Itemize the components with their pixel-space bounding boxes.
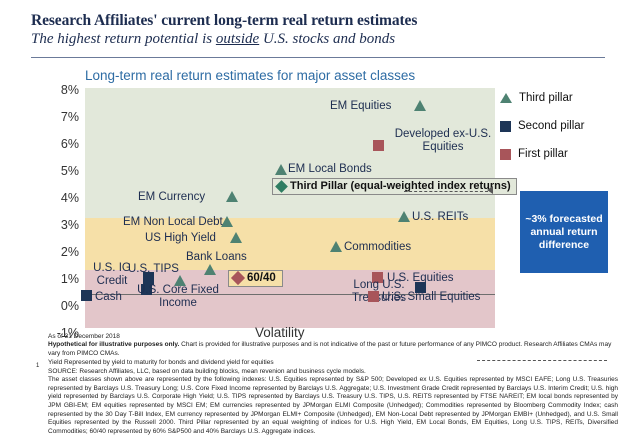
point-marker-em-non-local-debt[interactable] [221,216,233,227]
y-tick: 8% [60,83,79,97]
hypothetical-disclaimer: Hypothetical for illustrative purposes o… [48,341,618,358]
point-marker-us-ig-credit[interactable] [143,272,154,285]
third-pillar-callout-label: Third Pillar (equal-weighted index retur… [290,180,511,192]
y-tick: 2% [60,245,79,259]
point-marker-commodities[interactable] [330,241,342,252]
point-marker-em-currency[interactable] [226,191,238,202]
legend-label: Second pillar [518,120,585,132]
difference-connector-bottom [477,360,607,361]
square-icon [500,120,511,132]
page-subtitle: The highest return potential is outside … [31,31,611,48]
point-marker-em-local-bonds[interactable] [275,164,287,175]
point-marker-us-tips[interactable] [174,275,186,286]
legend-item-third-pillar[interactable]: Third pillar [500,92,584,104]
page-title: Research Affiliates' current long-term r… [31,12,418,29]
point-marker-us-core-fixed-income[interactable] [141,284,152,295]
point-label-cash: Cash [95,291,122,303]
sixty-forty-badge[interactable]: 60/40 [228,270,283,287]
point-label-us-high-yield: US High Yield [145,232,216,244]
x-axis-title: Volatility [255,325,305,340]
footnote-marker: 1 [36,363,40,369]
point-label-em-currency: EM Currency [138,191,206,203]
point-label-em-non-local-debt: EM Non Local Debt [123,216,223,228]
hypothetical-rest: Chart is provided for illustrative purpo… [48,341,612,357]
diamond-icon [230,270,246,286]
y-tick: 0% [60,299,79,313]
point-marker-us-equities[interactable] [372,272,383,283]
point-label-em-local-bonds: EM Local Bonds [288,163,372,175]
y-tick: 7% [60,110,79,124]
point-label-us-ig-credit: U.S. IG Credit [93,262,131,287]
legend-label: Third pillar [519,92,573,104]
subtitle-pre: The highest return potential is [31,31,216,47]
source-note: SOURCE: Research Affiliates, LLC, based … [48,367,366,375]
point-label-long-us-treasuries: Long U.S. Treasuries [352,279,406,304]
square-icon [500,148,511,160]
point-marker-bank-loans[interactable] [204,264,216,275]
point-label-developed-ex-us-equities: Developed ex-U.S. Equities [394,128,492,153]
y-tick: 4% [60,191,79,205]
x-axis-line [85,294,495,296]
difference-connector-top [404,191,488,192]
forecast-difference-box: ~3% forecasted annual return difference [520,191,608,273]
point-label-us-tips: U.S. TIPS [128,263,179,275]
point-label-em-equities: EM Equities [330,100,392,112]
third-pillar-band [85,88,495,218]
chart-heading: Long-term real return estimates for majo… [85,68,416,83]
as-of-date: As of 31 December 2018 [48,333,120,340]
point-label-commodities: Commodities [344,241,412,253]
plot-area: EM Equities Developed ex-U.S. Equities EM… [81,88,607,361]
y-tick: -1% [56,326,79,340]
point-label-us-reits: U.S. REITs [412,211,469,223]
indexes-note: The asset classes shown above are repres… [48,376,618,435]
point-label-bank-loans: Bank Loans [186,251,247,263]
y-tick: 5% [60,164,79,178]
header-divider [31,57,605,58]
triangle-up-icon [500,93,512,103]
diamond-icon [275,179,288,193]
legend-item-first-pillar[interactable]: First pillar [500,148,584,160]
subtitle-emphasis: outside [215,31,260,47]
point-marker-developed-ex-us-equities[interactable] [373,140,384,151]
y-tick: 6% [60,137,79,151]
point-marker-long-us-treasuries[interactable] [415,282,426,293]
point-label-us-core-fixed-income: U.S. Core Fixed Income [137,284,219,309]
point-marker-us-high-yield[interactable] [230,232,242,243]
point-marker-us-small-equities[interactable] [368,291,379,302]
point-marker-us-reits[interactable] [398,211,410,222]
hypothetical-bold: Hypothetical for illustrative purposes o… [48,341,180,348]
yield-note: Yield Represented by yield to maturity f… [48,359,274,366]
y-tick: 1% [60,272,79,286]
y-axis-ticks: 8% 7% 6% 5% 4% 3% 2% 1% 0% -1% [45,83,79,340]
y-tick: 3% [60,218,79,232]
footnotes: As of 31 December 2018 Hypothetical for … [48,333,618,436]
point-label-us-small-equities: U.S. Small Equities [382,291,481,303]
point-marker-cash[interactable] [81,290,92,301]
point-marker-em-equities[interactable] [414,100,426,111]
point-label-us-equities: U.S. Equities [387,272,454,284]
arrow-left-icon [487,186,493,194]
subtitle-post: U.S. stocks and bonds [259,31,396,47]
third-pillar-callout[interactable]: Third Pillar (equal-weighted index retur… [272,178,517,195]
legend-label: First pillar [518,148,568,160]
sixty-forty-label: 60/40 [247,272,276,284]
legend-item-second-pillar[interactable]: Second pillar [500,120,584,132]
legend: Third pillar Second pillar First pillar [500,92,584,176]
second-pillar-band [85,218,495,270]
